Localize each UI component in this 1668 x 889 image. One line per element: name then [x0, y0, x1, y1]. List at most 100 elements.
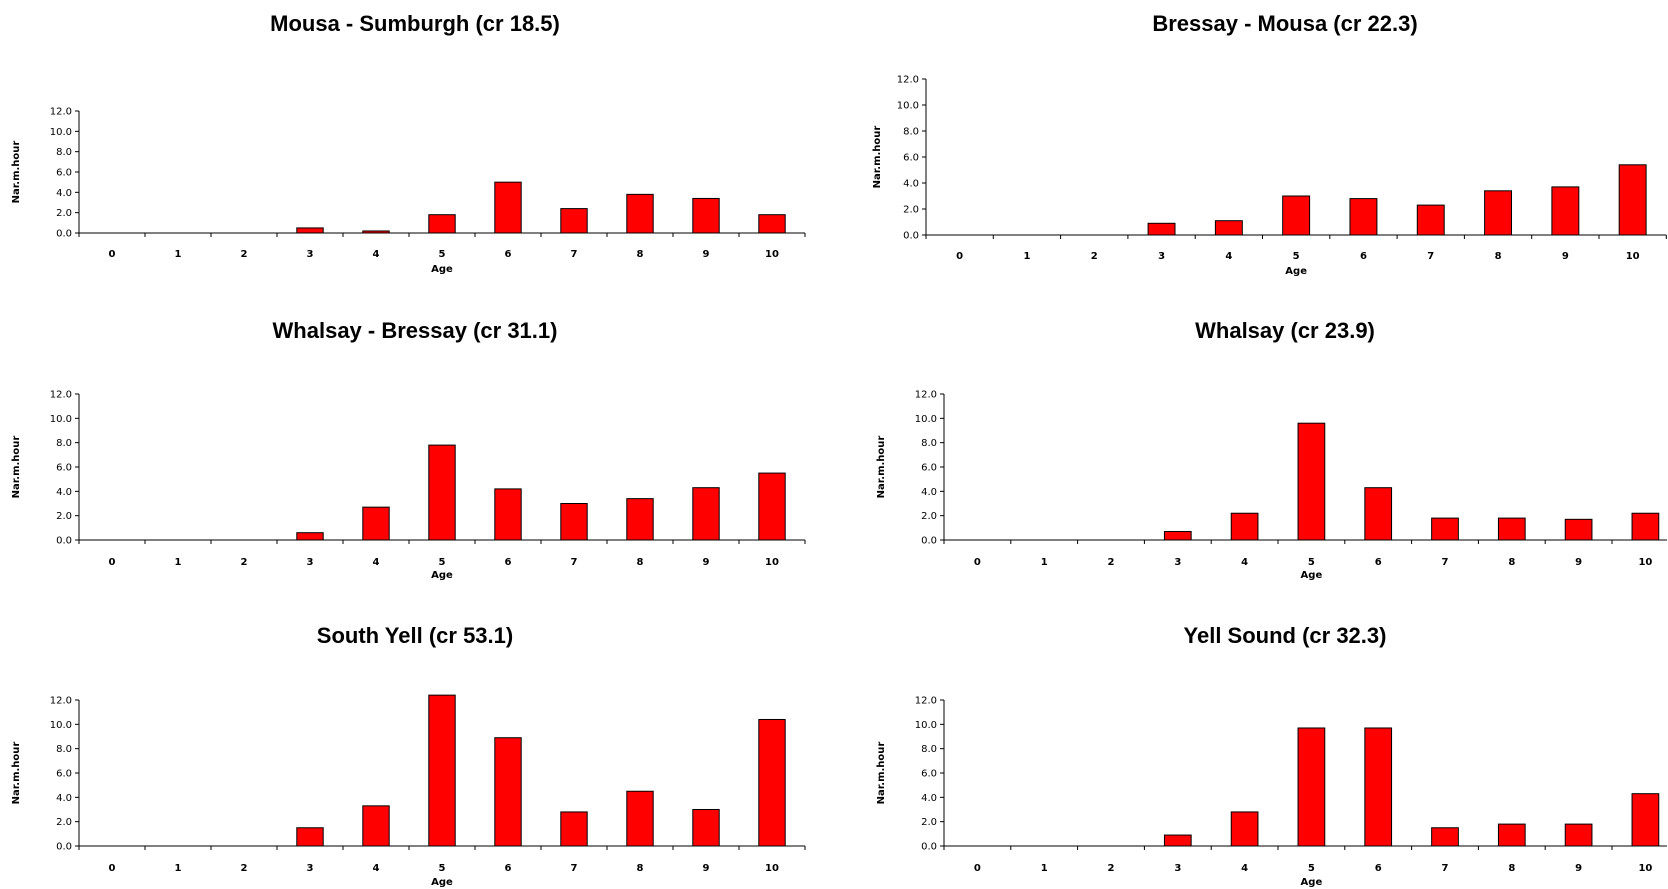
bar-age-4: [1214, 220, 1243, 236]
y-tick-label: 10.0: [50, 720, 72, 731]
y-tick-label: 8.0: [903, 127, 919, 138]
x-tick-label: 4: [1241, 863, 1248, 874]
chart-panel-1: Bressay - Mousa (cr 22.3) 0.0 2.0 4.0 6.0 8.0…: [872, 11, 1667, 277]
x-tick-label: 3: [307, 557, 314, 568]
y-tick-label: 6.0: [56, 168, 72, 179]
bar-age-4: [362, 230, 390, 234]
x-tick-label: 4: [373, 557, 380, 568]
bar-age-5: [1297, 422, 1326, 541]
x-tick-label: 5: [1308, 557, 1315, 568]
bar-age-4: [362, 805, 390, 847]
x-tick-label: 2: [1108, 863, 1115, 874]
x-tick-label: 6: [505, 249, 512, 260]
x-tick-label: 1: [175, 863, 182, 874]
y-tick-label: 12.0: [915, 390, 937, 401]
x-tick-label: 4: [373, 249, 380, 260]
x-tick-label: 8: [1508, 863, 1515, 874]
y-tick-label: 6.0: [903, 153, 919, 164]
y-tick-label: 10.0: [897, 101, 919, 112]
x-tick-label: 1: [1041, 863, 1048, 874]
x-tick-label: 3: [1174, 557, 1181, 568]
x-tick-label: 9: [1575, 863, 1582, 874]
y-tick-label: 12.0: [915, 696, 937, 707]
bar-age-8: [626, 193, 654, 234]
y-tick-label: 2.0: [903, 205, 919, 216]
chart-panel-3: Whalsay (cr 23.9) 0.0 2.0 4.0 6.0 8.0 10.0 12.0…: [876, 318, 1667, 581]
y-tick-label: 4.0: [56, 487, 72, 498]
bar-age-9: [1564, 823, 1593, 847]
x-tick-label: 3: [307, 249, 314, 260]
chart-panel-5: Yell Sound (cr 32.3) 0.0 2.0 4.0 6.0 8.0 10.0 1…: [876, 623, 1667, 888]
x-tick-label: 4: [1241, 557, 1248, 568]
y-axis-label: Nar.m.hour: [11, 436, 22, 499]
bar-age-9: [692, 197, 720, 234]
chart-title: Yell Sound (cr 32.3): [1184, 623, 1387, 648]
bar-age-10: [1631, 512, 1660, 541]
y-tick-label: 4.0: [903, 179, 919, 190]
x-axis-label: Age: [1285, 266, 1307, 277]
y-tick-label: 0.0: [921, 842, 937, 853]
y-tick-label: 10.0: [50, 414, 72, 425]
bar-age-10: [758, 214, 786, 234]
chart-panel-4: South Yell (cr 53.1) 0.0 2.0 4.0 6.0 8.0 10.0 1…: [11, 623, 806, 888]
x-tick-label: 2: [241, 249, 248, 260]
bar-age-8: [1497, 517, 1526, 541]
bar-age-7: [560, 208, 588, 234]
x-tick-label: 10: [765, 249, 779, 260]
y-tick-label: 8.0: [921, 438, 937, 449]
x-tick-label: 5: [1293, 251, 1300, 262]
x-tick-label: 8: [1495, 251, 1502, 262]
y-tick-label: 10.0: [915, 414, 937, 425]
bar-age-3: [296, 827, 324, 847]
chart-title: Whalsay - Bressay (cr 31.1): [273, 318, 558, 343]
y-tick-label: 6.0: [921, 463, 937, 474]
y-tick-label: 10.0: [915, 720, 937, 731]
chart-panel-2: Whalsay - Bressay (cr 31.1) 0.0 2.0 4.0 6.0 8…: [11, 318, 806, 581]
y-tick-label: 0.0: [903, 231, 919, 242]
y-tick-label: 2.0: [56, 511, 72, 522]
chart-title: South Yell (cr 53.1): [317, 623, 513, 648]
y-tick-label: 12.0: [50, 390, 72, 401]
x-tick-label: 10: [1626, 251, 1640, 262]
x-tick-label: 5: [439, 863, 446, 874]
x-tick-label: 7: [571, 863, 578, 874]
bar-age-9: [1564, 518, 1593, 541]
y-tick-label: 4.0: [921, 793, 937, 804]
bar-age-6: [494, 488, 522, 541]
x-tick-label: 5: [439, 249, 446, 260]
bar-age-9: [692, 487, 720, 541]
y-tick-label: 10.0: [50, 127, 72, 138]
y-tick-label: 2.0: [56, 817, 72, 828]
y-tick-label: 4.0: [921, 487, 937, 498]
y-axis-label: Nar.m.hour: [11, 742, 22, 805]
x-tick-label: 1: [1041, 557, 1048, 568]
x-tick-label: 3: [1158, 251, 1165, 262]
y-tick-label: 6.0: [56, 463, 72, 474]
x-tick-label: 2: [1108, 557, 1115, 568]
y-tick-label: 0.0: [56, 536, 72, 547]
bar-age-6: [494, 181, 522, 234]
x-tick-label: 2: [1091, 251, 1098, 262]
y-tick-label: 8.0: [56, 147, 72, 158]
y-tick-label: 4.0: [56, 793, 72, 804]
x-tick-label: 3: [1174, 863, 1181, 874]
y-tick-label: 12.0: [50, 107, 72, 118]
bar-age-5: [1297, 727, 1326, 847]
x-tick-label: 7: [1427, 251, 1434, 262]
x-tick-label: 9: [1575, 557, 1582, 568]
bar-age-8: [1497, 823, 1526, 847]
y-tick-label: 12.0: [897, 75, 919, 86]
y-tick-label: 8.0: [921, 744, 937, 755]
y-tick-label: 0.0: [921, 536, 937, 547]
y-tick-label: 6.0: [921, 769, 937, 780]
y-axis-label: Nar.m.hour: [11, 141, 22, 204]
y-tick-label: 2.0: [921, 817, 937, 828]
x-tick-label: 4: [373, 863, 380, 874]
x-tick-label: 6: [505, 863, 512, 874]
bar-age-8: [1484, 190, 1513, 236]
bar-age-6: [494, 737, 522, 847]
x-tick-label: 2: [241, 863, 248, 874]
x-tick-label: 6: [1360, 251, 1367, 262]
bar-age-10: [1618, 164, 1647, 236]
